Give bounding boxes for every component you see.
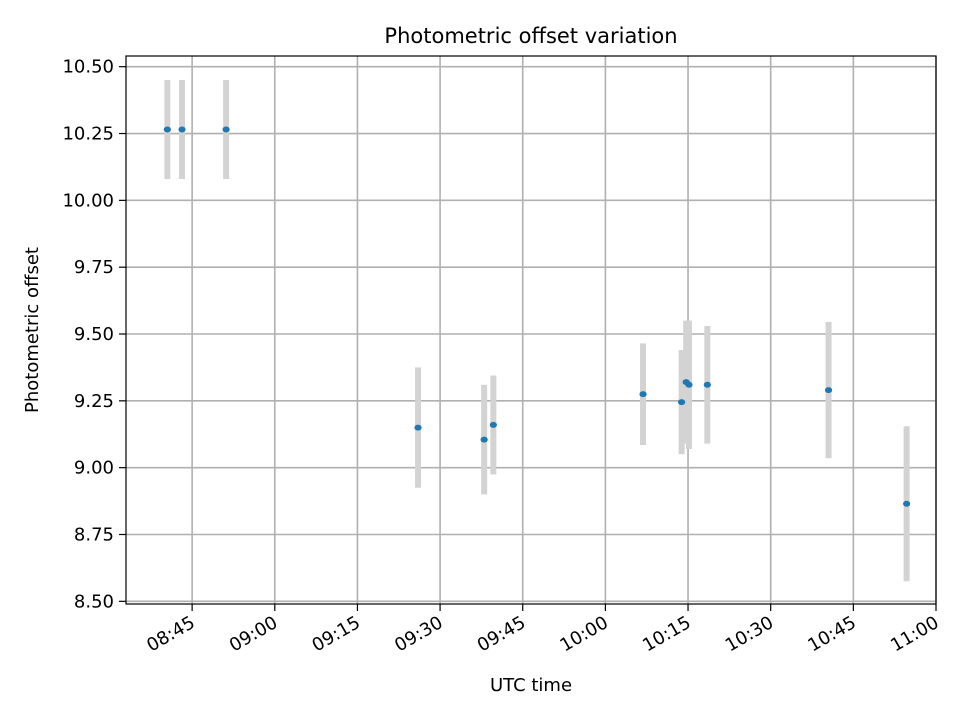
y-tick-label: 9.00: [74, 458, 114, 479]
grid: [126, 56, 937, 604]
y-tick-label: 10.00: [62, 190, 114, 211]
data-point: [163, 126, 171, 133]
data-point: [639, 391, 647, 398]
y-tick-label: 8.50: [74, 591, 114, 612]
data-point: [222, 126, 230, 133]
data-point: [414, 424, 422, 431]
y-axis: 8.50 8.75 9.00 9.25 9.50 9.75 10.00 10.25 10.50: [62, 57, 126, 612]
data-point: [178, 126, 186, 133]
data-points: [163, 126, 911, 507]
y-tick-label: 9.75: [74, 257, 114, 278]
y-tick-label: 9.25: [74, 391, 114, 412]
data-point: [489, 421, 497, 428]
data-point: [678, 399, 686, 406]
plot-frame: [125, 55, 937, 605]
data-point: [903, 500, 911, 507]
data-point: [703, 381, 711, 388]
y-tick-label: 10.25: [62, 124, 114, 145]
y-axis-label: Photometric offset: [22, 247, 43, 413]
data-point: [480, 436, 488, 443]
data-point: [824, 387, 833, 394]
y-tick-label: 8.75: [74, 524, 114, 545]
y-tick-label: 9.50: [74, 324, 114, 345]
y-tick-label: 10.50: [62, 57, 114, 78]
chart-title: Photometric offset variation: [384, 24, 677, 48]
x-axis-label: UTC time: [490, 675, 572, 696]
data-point: [685, 381, 693, 388]
